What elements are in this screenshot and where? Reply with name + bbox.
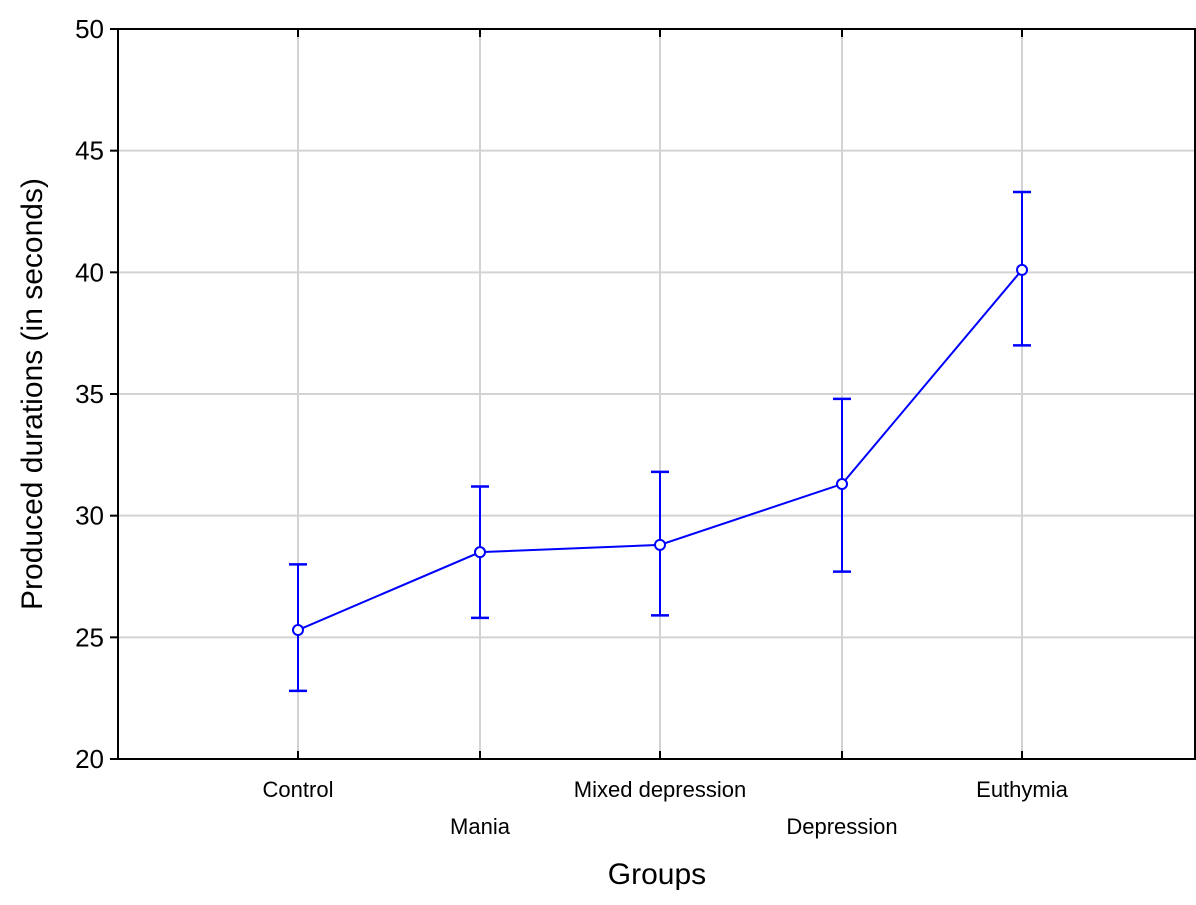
data-point: [474, 546, 486, 559]
grid: [118, 29, 1195, 759]
y-tick-label: 30: [75, 501, 104, 531]
data-point: [1016, 263, 1028, 276]
y-tick-label: 45: [75, 136, 104, 166]
x-tick-label: Depression: [786, 814, 897, 839]
x-axis-title: Groups: [608, 858, 706, 891]
x-tick-label: Control: [263, 777, 334, 802]
plot-frame: [117, 28, 1196, 760]
x-tick-label: Mania: [450, 814, 511, 839]
y-axis-title: Produced durations (in seconds): [16, 178, 49, 610]
y-tick-label: 50: [75, 14, 104, 44]
data-point: [836, 478, 848, 491]
x-tick-label: Mixed depression: [574, 777, 746, 802]
y-tick-label: 35: [75, 379, 104, 409]
series: [289, 190, 1031, 693]
y-axis-ticks: 20 25 30 35 40 45 50: [75, 14, 118, 774]
y-tick-label: 25: [75, 622, 104, 652]
x-tick-label: Euthymia: [976, 777, 1068, 802]
data-point: [292, 624, 304, 637]
data-point: [654, 538, 666, 551]
y-tick-label: 40: [75, 257, 104, 287]
y-tick-label: 20: [75, 744, 104, 774]
x-axis-ticks: Control Mania Mixed depression Depression Eu…: [263, 29, 1069, 839]
